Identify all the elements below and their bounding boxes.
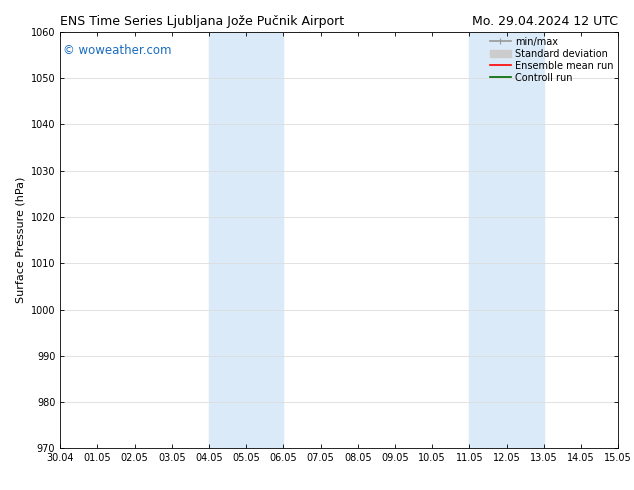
- Bar: [209, 32, 283, 448]
- Bar: [469, 32, 544, 448]
- Legend: min/max, Standard deviation, Ensemble mean run, Controll run: min/max, Standard deviation, Ensemble me…: [489, 37, 613, 82]
- Text: © woweather.com: © woweather.com: [63, 44, 172, 57]
- Y-axis label: Surface Pressure (hPa): Surface Pressure (hPa): [15, 177, 25, 303]
- Text: Mo. 29.04.2024 12 UTC: Mo. 29.04.2024 12 UTC: [472, 15, 618, 28]
- Text: ENS Time Series Ljubljana Jože Pučnik Airport: ENS Time Series Ljubljana Jože Pučnik Ai…: [60, 15, 344, 28]
